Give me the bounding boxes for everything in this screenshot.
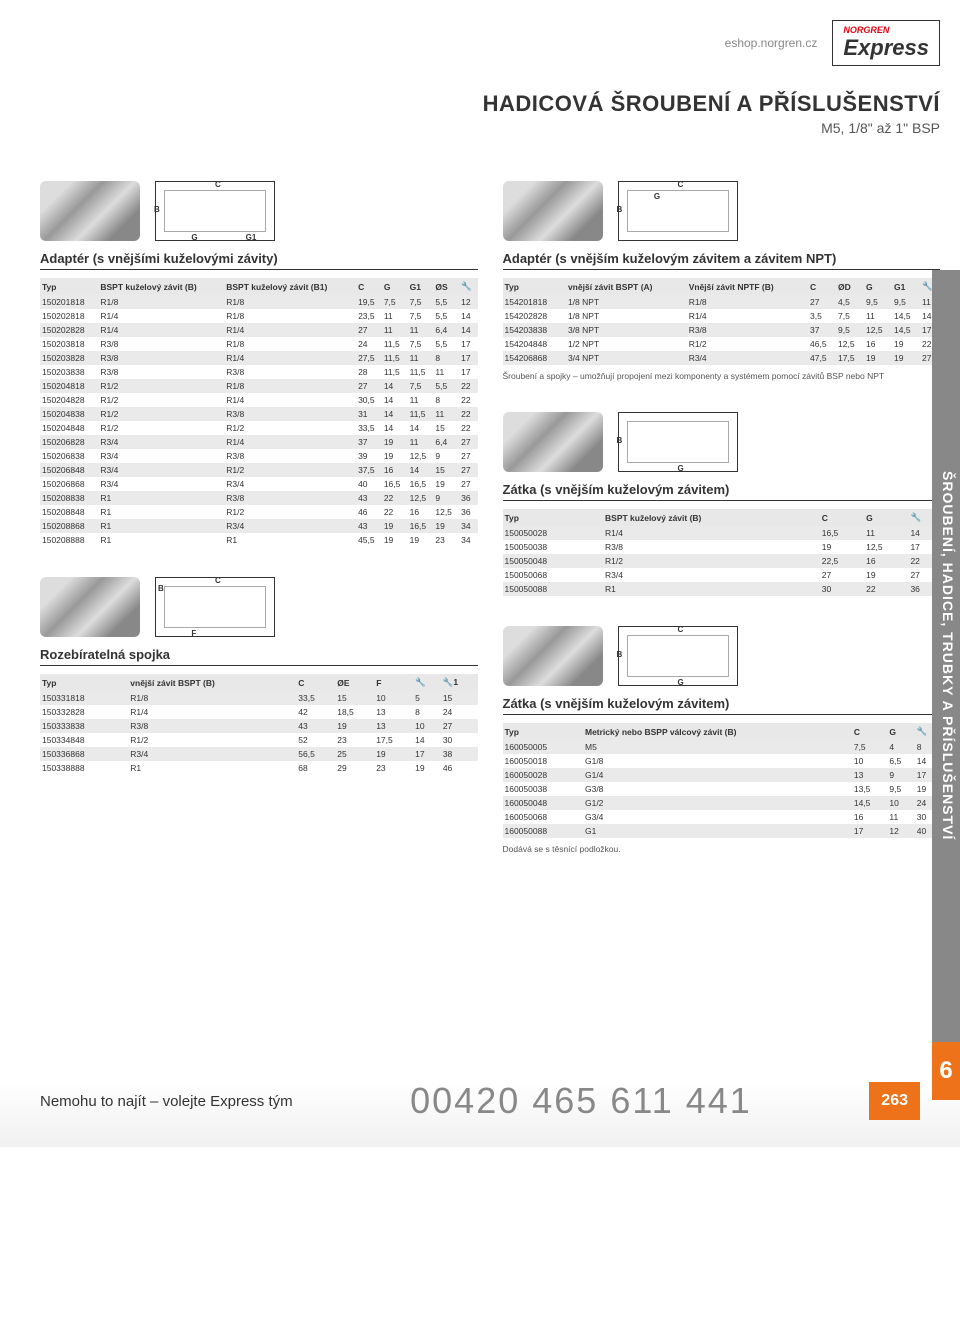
table-row: 150050068R3/4271927 [503, 568, 941, 582]
table-header: C [820, 509, 864, 526]
product-photo [503, 626, 603, 686]
table4-title: Zátka (s vnějším kuželovým závitem) [503, 482, 941, 501]
table-row: 150208848R1R1/246221612,536 [40, 505, 478, 519]
table-header: vnější závit BSPT (B) [128, 674, 296, 691]
table-header: Metrický nebo BSPP válcový závit (B) [583, 723, 852, 740]
table-row: 150203818R3/8R1/82411,57,55,517 [40, 337, 478, 351]
table-plug-bspt: TypBSPT kuželový závit (B)CG🔧150050028R1… [503, 509, 941, 596]
table-row: 150204828R1/2R1/430,51411822 [40, 393, 478, 407]
table-row: 150206848R3/4R1/237,516141527 [40, 463, 478, 477]
table-header: ØE [335, 674, 374, 691]
table-row: 160050018G1/8106,514 [503, 754, 941, 768]
table2-title: Rozebíratelná spojka [40, 647, 478, 666]
table-row: 150203828R3/8R1/427,511,511817 [40, 351, 478, 365]
table5-note: Dodává se s těsnící podložkou. [503, 844, 941, 855]
table-row: 160050028G1/413917 [503, 768, 941, 782]
table-row: 150208868R1R3/4431916,51934 [40, 519, 478, 533]
table-row: 1542068683/4 NPTR3/447,517,5191927 [503, 351, 941, 365]
table-header: G1 [408, 278, 434, 295]
technical-diagram: G B [618, 412, 738, 472]
table-adapter-1: TypBSPT kuželový závit (B)BSPT kuželový … [40, 278, 478, 547]
table-row: 150050088R1302236 [503, 582, 941, 596]
table-row: 160050048G1/214,51024 [503, 796, 941, 810]
technical-diagram: C G B [618, 626, 738, 686]
table-header: Typ [40, 674, 128, 691]
table-header: Vnější závit NPTF (B) [687, 278, 808, 295]
product-photo [40, 181, 140, 241]
technical-diagram: C F B [155, 577, 275, 637]
table-header: F [374, 674, 413, 691]
table-header: 🔧 [413, 674, 441, 691]
product-photo [503, 412, 603, 472]
table-header: vnější závit BSPT (A) [566, 278, 687, 295]
table-row: 150204848R1/2R1/233,514141522 [40, 421, 478, 435]
table-header: Typ [503, 509, 604, 526]
table-row: 160050068G3/4161130 [503, 810, 941, 824]
table-row: 150202828R1/4R1/42711116,414 [40, 323, 478, 337]
table-header: 🔧 [459, 278, 477, 295]
table-row: 150050038R3/81912,517 [503, 540, 941, 554]
table-row: 150050048R1/222,51622 [503, 554, 941, 568]
table-coupling: Typvnější závit BSPT (B)CØEF🔧🔧1150331818… [40, 674, 478, 775]
table-row: 150208838R1R3/8432212,5936 [40, 491, 478, 505]
table-header: BSPT kuželový závit (B) [98, 278, 224, 295]
table-row: 150204818R1/2R1/827147,55,522 [40, 379, 478, 393]
table-row: 150332828R1/44218,513824 [40, 705, 478, 719]
product-photo [503, 181, 603, 241]
table-row: 150336868R3/456,525191738 [40, 747, 478, 761]
product-photo [40, 577, 140, 637]
page-subtitle: M5, 1/8" až 1" BSP [40, 120, 940, 136]
table-header: G [382, 278, 408, 295]
technical-diagram: C G B [618, 181, 738, 241]
table-row: 150206868R3/4R3/44016,516,51927 [40, 477, 478, 491]
table-row: 150202818R1/4R1/823,5117,55,514 [40, 309, 478, 323]
shop-url: eshop.norgren.cz [725, 36, 818, 50]
table-header: BSPT kuželový závit (B1) [224, 278, 356, 295]
section-tab: ŠROUBENÍ, HADICE, TRUBKY A PŘÍSLUŠENSTVÍ… [932, 270, 960, 1100]
table3-title: Adaptér (s vnějším kuželovým závitem a z… [503, 251, 941, 270]
table-row: 150201818R1/8R1/819,57,57,55,512 [40, 295, 478, 309]
page-footer: Nemohu to najít – volejte Express tým 00… [0, 1055, 960, 1147]
table-header: G [864, 278, 892, 295]
table-row: 150208888R1R145,519192334 [40, 533, 478, 547]
table-row: 1542038383/8 NPTR3/8379,512,514,517 [503, 323, 941, 337]
table-header: Typ [503, 278, 566, 295]
table5-title: Zátka (s vnějším kuželovým závitem) [503, 696, 941, 715]
table-row: 160050005M57,548 [503, 740, 941, 754]
table-row: 160050038G3/813,59,519 [503, 782, 941, 796]
table-row: 1542018181/8 NPTR1/8274,59,59,511 [503, 295, 941, 309]
table3-note: Šroubení a spojky – umožňují propojení m… [503, 371, 941, 382]
table-row: 1542048481/2 NPTR1/246,512,5161922 [503, 337, 941, 351]
table-header: ØD [836, 278, 864, 295]
table-row: 150338888R16829231946 [40, 761, 478, 775]
table-header: ØS [433, 278, 459, 295]
table-header: C [296, 674, 335, 691]
technical-diagram: C G G1 B [155, 181, 275, 241]
table-row: 1542028281/8 NPTR1/43,57,51114,514 [503, 309, 941, 323]
table-header: G [864, 509, 908, 526]
table-row: 150206838R3/4R3/8391912,5927 [40, 449, 478, 463]
table1-title: Adaptér (s vnějšími kuželovými závity) [40, 251, 478, 270]
table-header: C [808, 278, 836, 295]
table-plug-metric: TypMetrický nebo BSPP válcový závit (B)C… [503, 723, 941, 838]
table-row: 150334848R1/2522317,51430 [40, 733, 478, 747]
page-title: HADICOVÁ ŠROUBENÍ A PŘÍSLUŠENSTVÍ [40, 91, 940, 117]
table-header: C [852, 723, 888, 740]
table-header: Typ [40, 278, 98, 295]
table-header: G1 [892, 278, 920, 295]
table-row: 150331818R1/833,51510515 [40, 691, 478, 705]
table-row: 150203838R3/8R3/82811,511,51117 [40, 365, 478, 379]
table-header: BSPT kuželový závit (B) [603, 509, 820, 526]
table-adapter-npt: Typvnější závit BSPT (A)Vnější závit NPT… [503, 278, 941, 365]
table-row: 150206828R3/4R1/43719116,427 [40, 435, 478, 449]
table-header: G [887, 723, 914, 740]
table-header: Typ [503, 723, 583, 740]
table-header: C [356, 278, 382, 295]
brand-logo: NORGREN Express [832, 20, 940, 66]
table-row: 160050088G1171240 [503, 824, 941, 838]
table-row: 150204838R1/2R3/8311411,51122 [40, 407, 478, 421]
table-row: 150050028R1/416,51114 [503, 526, 941, 540]
table-row: 150333838R3/84319131027 [40, 719, 478, 733]
table-header: 🔧1 [441, 674, 478, 691]
